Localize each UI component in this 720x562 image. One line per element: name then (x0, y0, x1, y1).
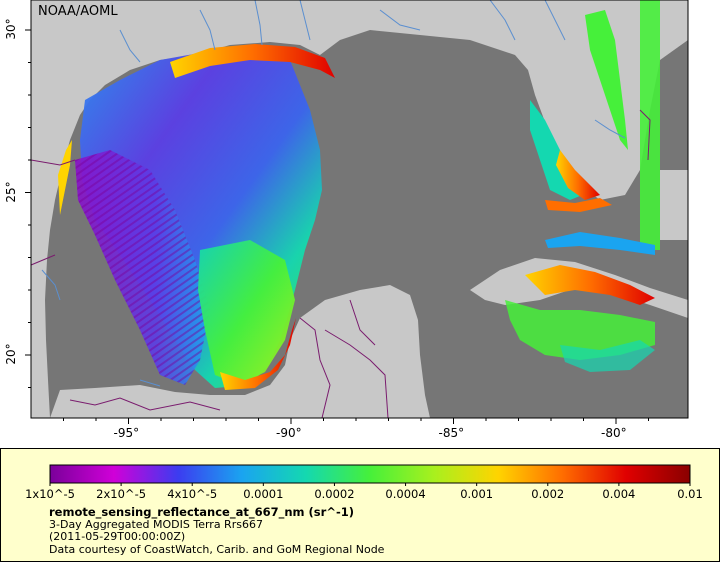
swath-caribbean (505, 300, 655, 360)
swath-caribbean-speckle (560, 340, 655, 372)
colorbar-label: 0.01 (677, 487, 703, 501)
colorbar-ramp (49, 464, 691, 484)
colorbar-label: 2x10^-5 (96, 487, 147, 501)
x-tick-label: -85° (438, 426, 465, 440)
x-tick-label: -95° (113, 426, 140, 440)
map-border (30, 0, 689, 419)
legend-source: Data courtesy of CoastWatch, Carib. and … (49, 542, 385, 556)
map-frame: NOAA/AOML -95° -90° -85° -80° 30° 25° 20° (0, 0, 720, 440)
swath-texas-coast (58, 140, 72, 215)
x-tick-label: -80° (601, 426, 627, 440)
swath-west-gulf-stripes (75, 150, 210, 385)
y-tick-label: 25° (4, 180, 18, 203)
map-canvas[interactable] (0, 0, 720, 430)
colorbar-label: 1x10^-5 (25, 487, 75, 501)
legend-subtitle: 3-Day Aggregated MODIS Terra Rrs667 (49, 517, 263, 531)
colorbar-label: 0.002 (531, 487, 565, 501)
political-borders (30, 109, 651, 419)
tick-marks (25, 29, 649, 424)
colorbar-label: 0.004 (602, 487, 636, 501)
colorbar-label: 0.0004 (385, 487, 426, 501)
colorbar-label: 0.0002 (314, 487, 355, 501)
y-tick-label: 30° (4, 18, 18, 40)
colorbar-label: 4x10^-5 (167, 487, 218, 501)
legend-title: remote_sensing_reflectance_at_667_nm (sr… (49, 505, 354, 519)
land-bahamas (660, 170, 688, 240)
land-mexico-yucatan (50, 285, 430, 418)
legend-text: remote_sensing_reflectance_at_667_nm (sr… (49, 506, 384, 556)
colorbar-label: 0.0001 (243, 487, 284, 501)
swath-louisiana-coast (170, 44, 335, 78)
colorbar-label: 0.001 (460, 487, 494, 501)
swath-campeche-coast (220, 318, 296, 390)
swath-campeche (198, 240, 295, 385)
rivers (41, 0, 626, 387)
x-tick-label: -90° (276, 426, 302, 440)
swath-cuba-coast (525, 265, 655, 305)
swath-florida-coast (556, 150, 600, 200)
legend-date: (2011-05-29T00:00:00Z) (49, 530, 186, 543)
swath-florida-east (585, 10, 628, 150)
swath-straits (545, 232, 655, 255)
land-us-gulf-coast (31, 0, 688, 418)
colorbar (49, 464, 691, 486)
swath-florida-keys (545, 198, 612, 212)
legend-panel: 1x10^-5 2x10^-5 4x10^-5 0.0001 0.0002 0.0004 0… (0, 448, 720, 562)
y-tick-label: 20° (4, 343, 18, 365)
credit-label: NOAA/AOML (38, 4, 118, 19)
